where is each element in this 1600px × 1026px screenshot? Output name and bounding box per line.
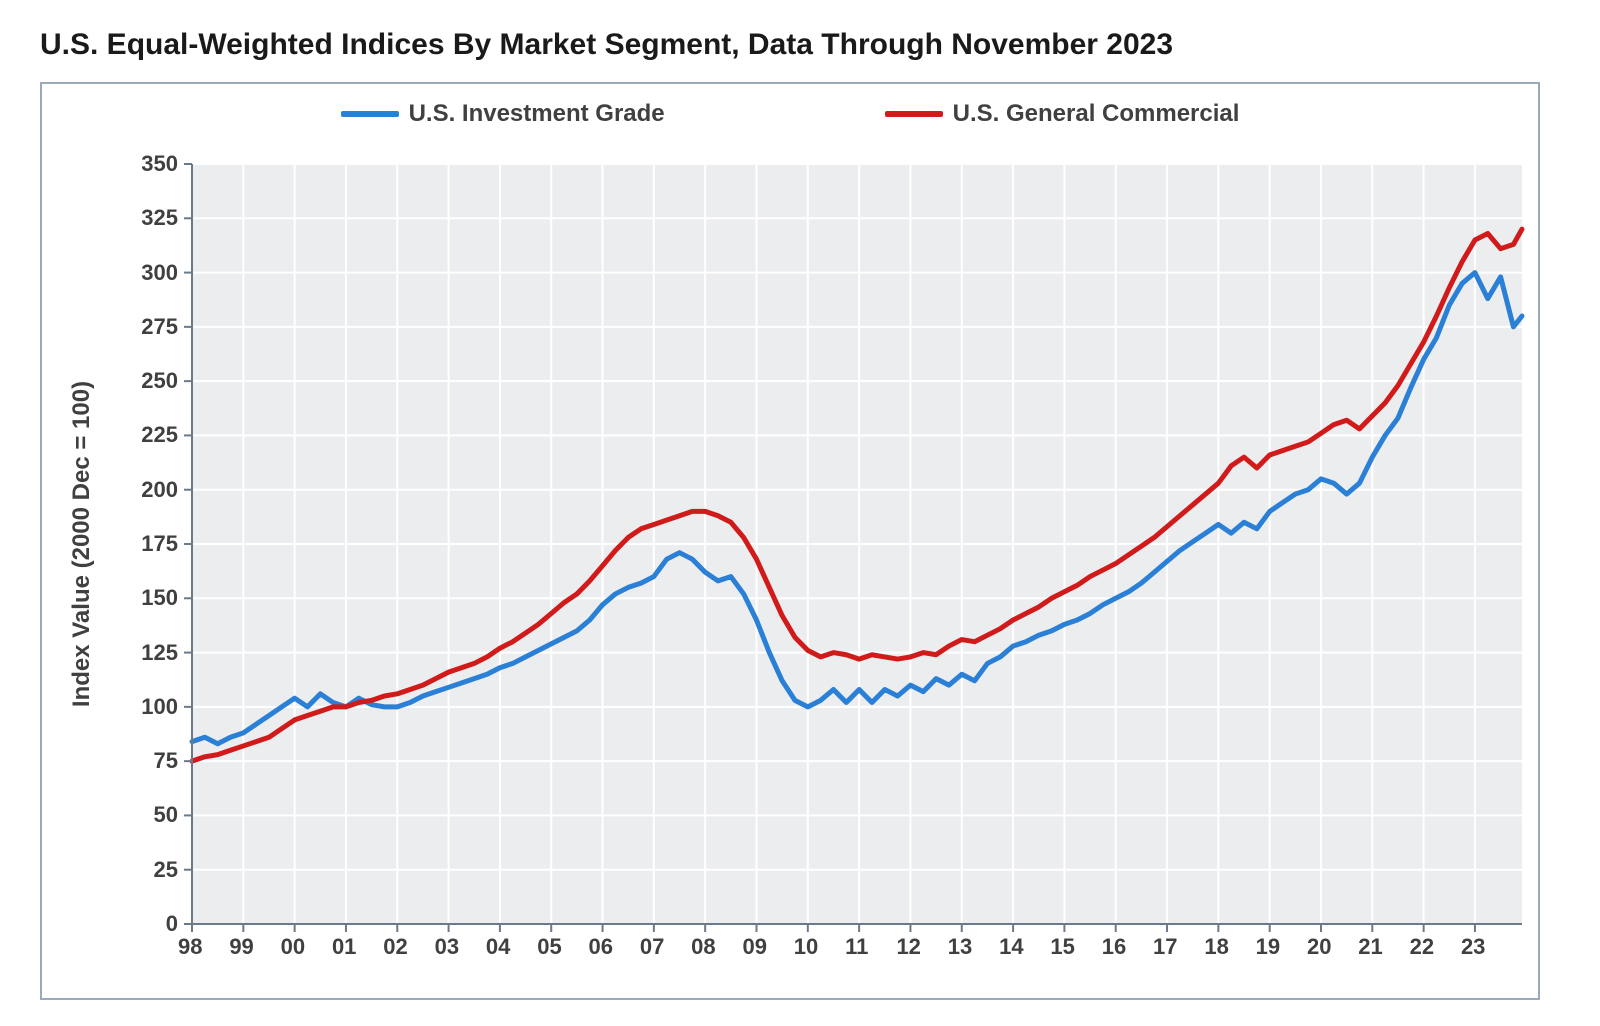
x-tick-label: 04 bbox=[486, 934, 510, 960]
plot-area bbox=[192, 164, 1522, 924]
legend-item-general-commercial: U.S. General Commercial bbox=[885, 100, 1240, 128]
legend: U.S. Investment Grade U.S. General Comme… bbox=[42, 100, 1538, 128]
x-tick-label: 00 bbox=[281, 934, 305, 960]
x-tick-label: 11 bbox=[845, 934, 868, 960]
x-tick-label: 15 bbox=[1050, 934, 1074, 960]
x-tick-label: 22 bbox=[1410, 934, 1434, 960]
y-tick-label: 325 bbox=[141, 205, 178, 231]
legend-label-general-commercial: U.S. General Commercial bbox=[953, 100, 1240, 128]
legend-label-investment-grade: U.S. Investment Grade bbox=[409, 100, 665, 128]
x-tick-label: 05 bbox=[537, 934, 561, 960]
x-tick-label: 23 bbox=[1461, 934, 1485, 960]
y-tick-label: 100 bbox=[141, 694, 178, 720]
x-tick-label: 12 bbox=[896, 934, 920, 960]
x-tick-label: 02 bbox=[383, 934, 407, 960]
legend-item-investment-grade: U.S. Investment Grade bbox=[341, 100, 665, 128]
y-tick-label: 300 bbox=[141, 260, 178, 286]
chart-frame: U.S. Investment Grade U.S. General Comme… bbox=[40, 82, 1540, 1000]
x-tick-label: 10 bbox=[794, 934, 818, 960]
y-tick-label: 0 bbox=[166, 911, 178, 937]
x-tick-label: 18 bbox=[1204, 934, 1228, 960]
x-tick-label: 19 bbox=[1256, 934, 1280, 960]
x-tick-label: 16 bbox=[1102, 934, 1126, 960]
y-tick-label: 75 bbox=[154, 748, 178, 774]
x-tick-label: 99 bbox=[229, 934, 253, 960]
y-tick-label: 175 bbox=[141, 531, 178, 557]
y-tick-label: 25 bbox=[154, 857, 178, 883]
y-axis-label: Index Value (2000 Dec = 100) bbox=[68, 381, 96, 707]
y-tick-label: 250 bbox=[141, 368, 178, 394]
x-tick-label: 06 bbox=[589, 934, 613, 960]
y-tick-label: 350 bbox=[141, 151, 178, 177]
x-tick-label: 03 bbox=[435, 934, 459, 960]
chart-title: U.S. Equal-Weighted Indices By Market Se… bbox=[40, 28, 1560, 62]
x-tick-label: 20 bbox=[1307, 934, 1331, 960]
x-tick-label: 01 bbox=[332, 934, 356, 960]
y-tick-label: 150 bbox=[141, 585, 178, 611]
y-tick-label: 50 bbox=[154, 802, 178, 828]
x-tick-label: 08 bbox=[691, 934, 715, 960]
y-tick-label: 125 bbox=[141, 640, 178, 666]
legend-swatch-investment-grade bbox=[341, 111, 399, 117]
y-tick-label: 225 bbox=[141, 422, 178, 448]
page: U.S. Equal-Weighted Indices By Market Se… bbox=[0, 0, 1600, 1026]
x-tick-label: 14 bbox=[999, 934, 1023, 960]
y-tick-label: 275 bbox=[141, 314, 178, 340]
x-tick-label: 09 bbox=[742, 934, 766, 960]
plot-svg bbox=[192, 164, 1522, 924]
x-tick-label: 07 bbox=[640, 934, 664, 960]
x-tick-label: 21 bbox=[1358, 934, 1382, 960]
y-tick-label: 200 bbox=[141, 477, 178, 503]
x-tick-label: 17 bbox=[1153, 934, 1177, 960]
x-tick-label: 13 bbox=[948, 934, 972, 960]
x-tick-label: 98 bbox=[178, 934, 202, 960]
legend-swatch-general-commercial bbox=[885, 111, 943, 117]
